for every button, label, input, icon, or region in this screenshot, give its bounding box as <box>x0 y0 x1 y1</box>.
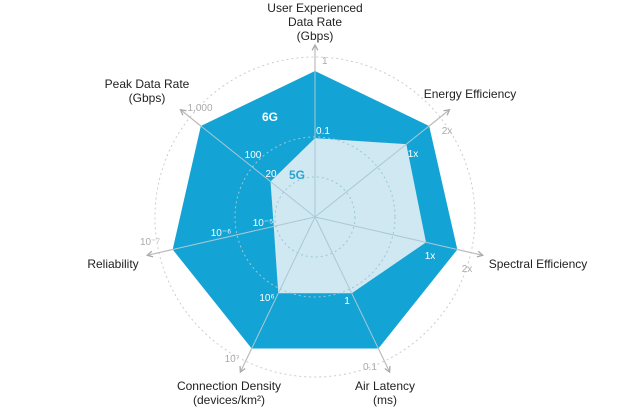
axis-spoke <box>314 216 458 250</box>
tick-6g-2: 2x <box>462 264 473 275</box>
axis-arrow-icon <box>239 365 246 374</box>
axis-arrow-icon <box>384 365 391 374</box>
tick-6g-5: 10⁻⁷ <box>140 237 160 248</box>
axis-extension <box>147 248 173 256</box>
tick-5g-6: 20 <box>265 169 277 180</box>
axis-spoke <box>314 125 430 218</box>
axis-label: Peak Data Rate <box>105 77 190 91</box>
axis-label: (Gbps) <box>297 29 334 43</box>
axis-extension <box>180 109 202 127</box>
axis-arrow-icon <box>311 43 319 51</box>
axis-extension <box>457 248 483 256</box>
tick-5g-0: 0.1 <box>316 126 330 137</box>
tick-6g-4: 10⁷ <box>225 354 240 365</box>
axis-arrow-icon <box>476 250 485 258</box>
tick-5g-5: 10⁻⁵ <box>253 218 274 229</box>
axis-label: Connection Density <box>177 379 281 393</box>
axis-arrow-icon <box>443 108 451 116</box>
tick-mid-peak: 100 <box>245 150 262 161</box>
axis-spoke <box>172 216 316 250</box>
axis-label: (devices/km²) <box>193 393 265 407</box>
axis-label: Spectral Efficiency <box>489 257 588 271</box>
axis-extension <box>428 109 450 127</box>
tick-6g-0: 1 <box>322 56 328 67</box>
tick-6g-1: 2x <box>442 126 453 137</box>
axis-label: Air Latency <box>355 379 415 393</box>
legend-6g: 6G <box>262 110 278 124</box>
tick-6g-6: 1,000 <box>187 103 212 114</box>
axis-arrow-icon <box>145 250 154 258</box>
tick-5g-1: 1x <box>408 149 419 160</box>
tick-mid-reliability: 10⁻⁶ <box>211 228 232 239</box>
axis-arrow-icon <box>179 108 187 116</box>
axis-spoke <box>314 216 379 349</box>
tick-5g-2: 1x <box>425 251 436 262</box>
axis-label: (Gbps) <box>129 91 166 105</box>
axis-label: Energy Efficiency <box>424 87 517 101</box>
tick-5g-3: 1 <box>344 296 350 307</box>
axis-label: (ms) <box>373 393 397 407</box>
axis-label: Data Rate <box>288 15 342 29</box>
series-5g-polygon <box>270 138 427 294</box>
tick-5g-4: 10⁶ <box>259 293 274 304</box>
axis-spoke <box>251 216 316 349</box>
axis-spoke <box>200 125 316 218</box>
tick-6g-3: 0.1 <box>363 362 377 373</box>
legend-5g: 5G <box>289 168 305 182</box>
axis-extension <box>239 348 253 373</box>
axis-label: User Experienced <box>267 1 362 15</box>
axis-extension <box>377 348 391 373</box>
inner-grid-ring <box>274 176 356 258</box>
grid-ring <box>154 56 476 378</box>
axis-label: Reliability <box>87 257 138 271</box>
